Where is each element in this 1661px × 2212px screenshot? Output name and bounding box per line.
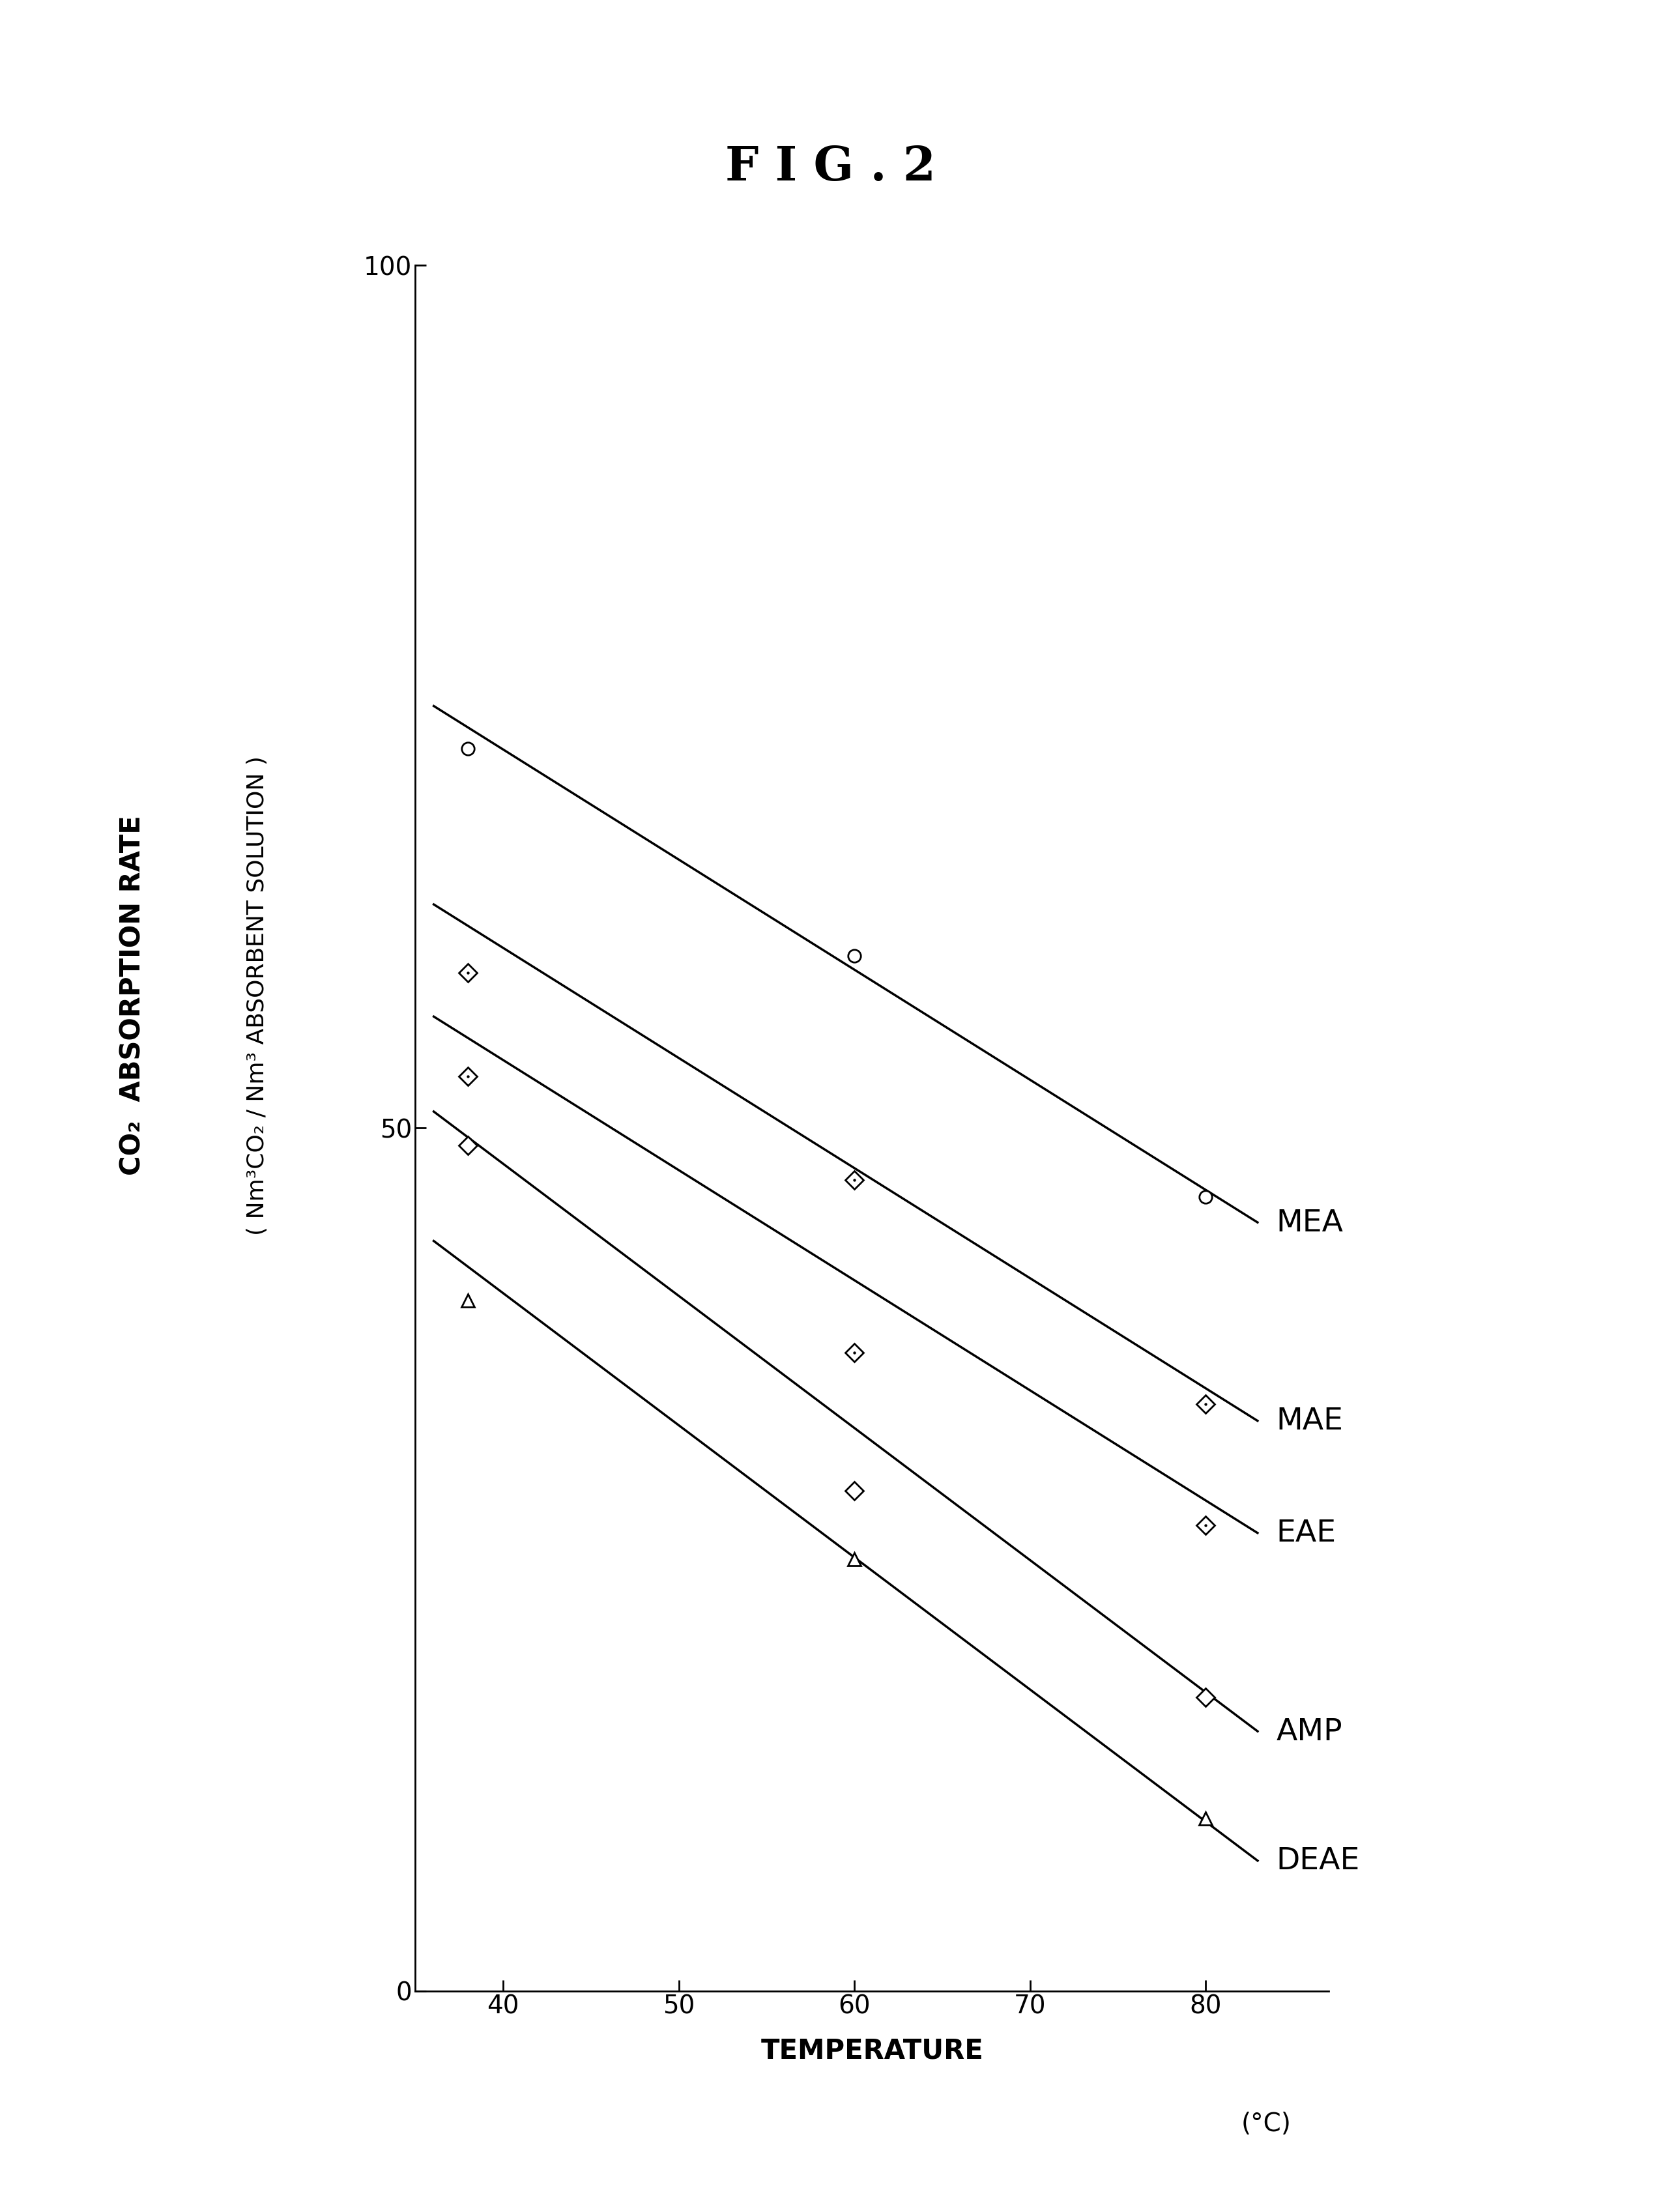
Text: MAE: MAE [1276, 1407, 1344, 1436]
Text: EAE: EAE [1276, 1520, 1335, 1548]
Text: AMP: AMP [1276, 1717, 1342, 1747]
Text: DEAE: DEAE [1276, 1847, 1360, 1876]
Text: (°C): (°C) [1241, 2112, 1291, 2137]
Text: ( Nm³CO₂ / Nm³ ABSORBENT SOLUTION ): ( Nm³CO₂ / Nm³ ABSORBENT SOLUTION ) [246, 757, 269, 1234]
Text: MEA: MEA [1276, 1208, 1344, 1239]
Text: CO₂  ABSORPTION RATE: CO₂ ABSORPTION RATE [120, 816, 146, 1175]
Text: F I G . 2: F I G . 2 [726, 144, 935, 190]
X-axis label: TEMPERATURE: TEMPERATURE [761, 2037, 983, 2064]
